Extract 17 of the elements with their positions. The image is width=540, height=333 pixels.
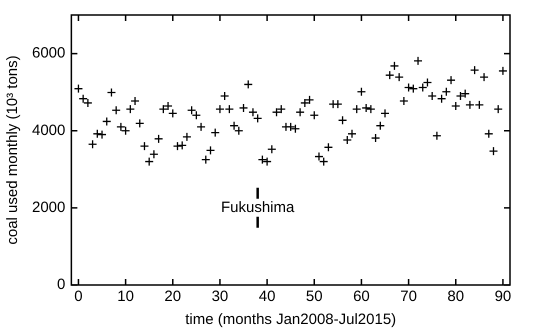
y-tick-label: 6000 bbox=[32, 44, 66, 62]
x-tick-label: 30 bbox=[212, 288, 228, 306]
y-axis-title: coal used monthly (10³ tons) bbox=[4, 55, 22, 245]
y-tick-label: 0 bbox=[57, 276, 66, 294]
x-tick-label: 70 bbox=[400, 288, 417, 306]
ref-line-label: Fukushima bbox=[220, 198, 296, 216]
x-axis-title: time (months Jan2008-Jul2015) bbox=[185, 311, 396, 328]
x-tick-label: 80 bbox=[447, 288, 464, 306]
x-tick-label: 20 bbox=[164, 288, 182, 306]
y-tick-label: 2000 bbox=[32, 199, 66, 216]
y-tick-label: 4000 bbox=[32, 122, 66, 139]
x-tick-label: 90 bbox=[494, 288, 512, 306]
x-tick-label: 60 bbox=[353, 288, 370, 306]
x-tick-label: 50 bbox=[306, 288, 323, 306]
x-tick-label: 10 bbox=[117, 288, 134, 306]
x-tick-label: 0 bbox=[74, 288, 83, 306]
x-tick-label: 40 bbox=[258, 288, 276, 306]
